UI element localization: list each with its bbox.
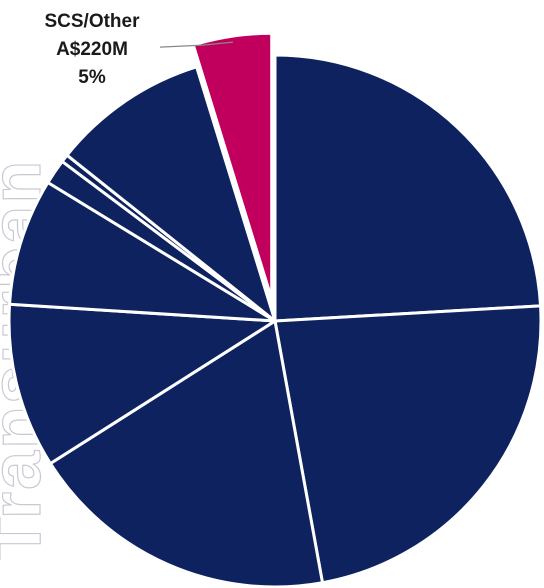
pie-slice-8 [65,65,277,323]
slice-labels: SCS/Other A$220M 5% [44,11,234,88]
pie-slice-3 [48,319,324,588]
pie-slice-5 [8,181,277,323]
pie-slice-4 [7,302,277,466]
leader-line [159,41,234,48]
pie-slice-1 [273,53,543,323]
pie-slice-2 [273,304,543,585]
slice-label-line-2: A$220M [56,39,128,60]
slice-label-line-3: 5% [78,67,106,88]
slice-label-line-1: SCS/Other [44,11,140,32]
pie-slices [7,31,543,588]
